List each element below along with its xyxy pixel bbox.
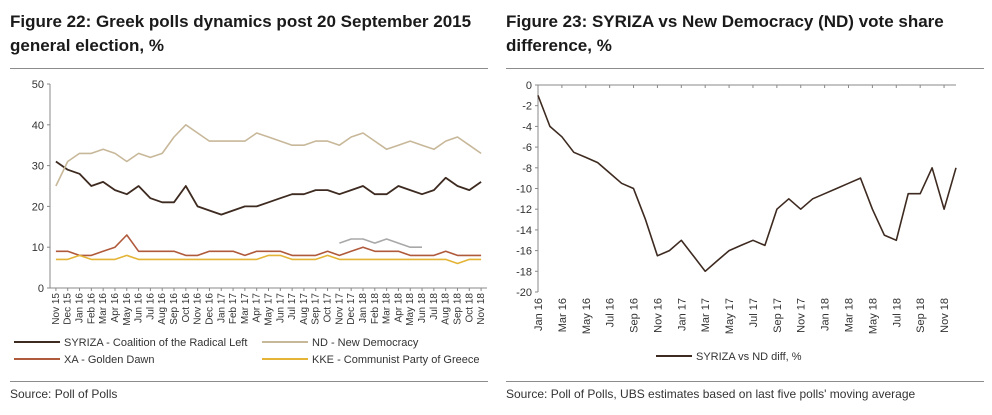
legend-syriza-label: SYRIZA - Coalition of the Radical Left	[64, 337, 247, 349]
x-tick-label: Sep 17	[772, 298, 784, 333]
x-tick-label: May 18	[405, 293, 416, 326]
x-tick-label: Apr 18	[393, 293, 404, 323]
y-tick-label: -16	[516, 246, 532, 258]
x-tick-label: Jun 17	[275, 293, 286, 323]
x-tick-label: Jul 18	[891, 298, 903, 327]
x-tick-label: Aug 17	[299, 293, 310, 325]
y-tick-label: -8	[522, 163, 532, 175]
figure-22-bottom-rule	[10, 381, 488, 382]
y-tick-label: 0	[38, 283, 44, 295]
x-tick-label: Jul 16	[605, 298, 617, 327]
x-tick-label: Mar 18	[844, 298, 856, 332]
x-tick-label: Jan 17	[676, 298, 688, 331]
x-tick-label: Nov 18	[476, 293, 487, 325]
y-tick-label: -6	[522, 142, 532, 154]
x-tick-label: Mar 16	[98, 293, 109, 325]
x-tick-label: Oct 18	[464, 293, 475, 323]
y-tick-label: 0	[526, 80, 532, 92]
x-tick-label: Sep 16	[629, 298, 641, 333]
x-tick-label: Sep 18	[915, 298, 927, 333]
x-tick-label: Nov 18	[939, 298, 951, 333]
x-tick-label: Jan 16	[75, 293, 86, 323]
x-tick-label: Jan 16	[533, 298, 545, 331]
x-tick-label: Feb 18	[370, 293, 381, 325]
x-tick-label: Jun 16	[134, 293, 145, 323]
x-tick-label: May 17	[724, 298, 736, 334]
figure-22-panel: Figure 22: Greek polls dynamics post 20 …	[10, 12, 488, 401]
x-tick-label: Aug 18	[441, 293, 452, 325]
x-tick-label: Aug 16	[157, 293, 168, 325]
x-tick-label: Nov 15	[51, 293, 62, 325]
x-tick-label: Apr 16	[110, 293, 121, 323]
figure-23-panel: Figure 23: SYRIZA vs New Democracy (ND) …	[496, 0, 992, 415]
x-tick-label: Nov 17	[796, 298, 808, 333]
x-tick-label: Sep 16	[169, 293, 180, 325]
x-tick-label: Jul 17	[287, 293, 298, 320]
figure-23-title: Figure 23: SYRIZA vs New Democracy (ND) …	[506, 12, 944, 55]
x-tick-label: Sep 17	[311, 293, 322, 325]
syriza-nd-diff-line	[537, 95, 957, 273]
legend-kke-label: KKE - Communist Party of Greece	[312, 354, 480, 366]
y-tick-label: 50	[32, 79, 44, 91]
figure-23-top-rule	[506, 68, 984, 69]
x-tick-label: Oct 17	[323, 293, 334, 323]
x-tick-label: May 18	[867, 298, 879, 334]
x-tick-label: Nov 17	[334, 293, 345, 325]
nd-line	[55, 124, 482, 187]
y-tick-label: -2	[522, 101, 532, 113]
figure-23-bottom-rule	[506, 381, 984, 382]
x-tick-label: Nov 16	[652, 298, 664, 333]
x-tick-label: Feb 16	[86, 293, 97, 325]
x-tick-label: Jul 16	[145, 293, 156, 320]
legend-diff-label: SYRIZA vs ND diff, %	[696, 351, 802, 363]
x-tick-label: Dec 16	[204, 293, 215, 325]
x-tick-label: Dec 17	[346, 293, 357, 325]
syriza-line	[55, 160, 482, 216]
legend-nd-label: ND - New Democracy	[312, 337, 419, 349]
x-tick-label: Jun 18	[417, 293, 428, 323]
y-tick-label: -14	[516, 225, 532, 237]
figure-22-title: Figure 22: Greek polls dynamics post 20 …	[10, 12, 472, 55]
x-tick-label: Jan 18	[358, 293, 369, 323]
y-tick-label: -12	[516, 204, 532, 216]
legend-golden-dawn-label: XA - Golden Dawn	[64, 354, 155, 366]
x-tick-label: Feb 17	[228, 293, 239, 325]
y-tick-label: -20	[516, 287, 532, 299]
x-tick-label: Jan 17	[216, 293, 227, 323]
x-tick-label: Oct 16	[181, 293, 192, 323]
x-tick-label: May 16	[122, 293, 133, 326]
x-tick-label: Sep 18	[452, 293, 463, 325]
x-tick-label: Mar 16	[557, 298, 569, 332]
x-tick-label: May 17	[264, 293, 275, 326]
y-tick-label: 40	[32, 120, 44, 132]
other-party-line	[339, 238, 422, 248]
x-tick-label: Mar 17	[700, 298, 712, 332]
x-tick-label: Jul 17	[748, 298, 760, 327]
x-tick-label: Dec 15	[63, 293, 74, 325]
figure-22-source: Source: Poll of Polls	[10, 387, 118, 401]
x-tick-label: Jan 18	[820, 298, 832, 331]
kke-line	[55, 254, 482, 265]
figure-22-top-rule	[10, 68, 488, 69]
y-tick-label: 30	[32, 161, 44, 173]
y-tick-label: 10	[32, 242, 44, 254]
golden-dawn-line	[55, 234, 482, 257]
x-tick-label: Mar 17	[240, 293, 251, 325]
y-tick-label: 20	[32, 201, 44, 213]
x-tick-label: May 16	[581, 298, 593, 334]
y-tick-label: -10	[516, 184, 532, 196]
figure-23-source: Source: Poll of Polls, UBS estimates bas…	[506, 387, 916, 401]
x-tick-label: Nov 16	[193, 293, 204, 325]
x-tick-label: Jul 18	[429, 293, 440, 320]
x-tick-label: Apr 17	[252, 293, 263, 323]
y-tick-label: -18	[516, 266, 532, 278]
x-tick-label: Mar 18	[382, 293, 393, 325]
y-tick-label: -4	[522, 121, 532, 133]
